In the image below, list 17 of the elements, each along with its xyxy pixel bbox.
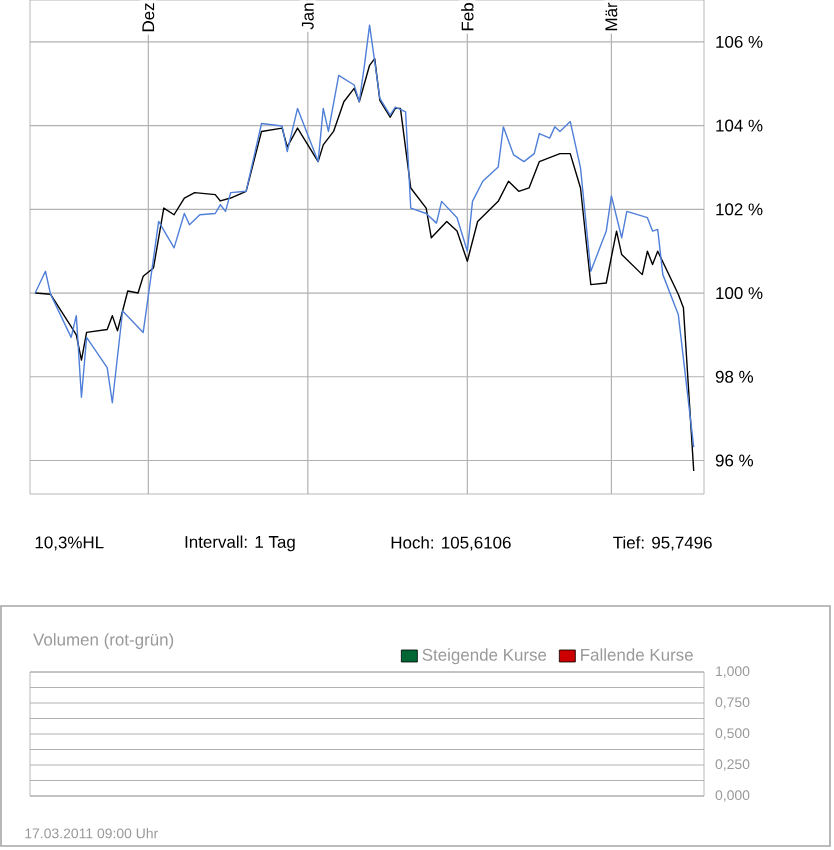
y-tick-label: 100 % (716, 287, 763, 300)
x-tick-label: Feb (461, 3, 474, 31)
y-tick-label: 106 % (716, 35, 763, 48)
x-tick-label: Mär (605, 2, 618, 31)
y-tick-label: 104 % (716, 119, 763, 132)
text: Intervall: 1 Tag (185, 535, 295, 552)
y-tick-label: 102 % (716, 203, 763, 216)
x-tick-label: Jan (301, 3, 314, 30)
legend-label: Fallende Kurse (581, 648, 693, 661)
y-tick-label: 96 % (715, 454, 754, 467)
text: 10,3%HL (35, 536, 104, 551)
y-tick-label: 98 % (715, 370, 754, 383)
text: Tief: 95,7496 (613, 536, 712, 551)
legend-label: Steigende Kurse (422, 648, 547, 665)
chart-title: Volumen (rot-grün) (33, 633, 174, 649)
text: Hoch: 105,6106 (391, 536, 511, 551)
x-tick-label: Dez (142, 3, 155, 32)
